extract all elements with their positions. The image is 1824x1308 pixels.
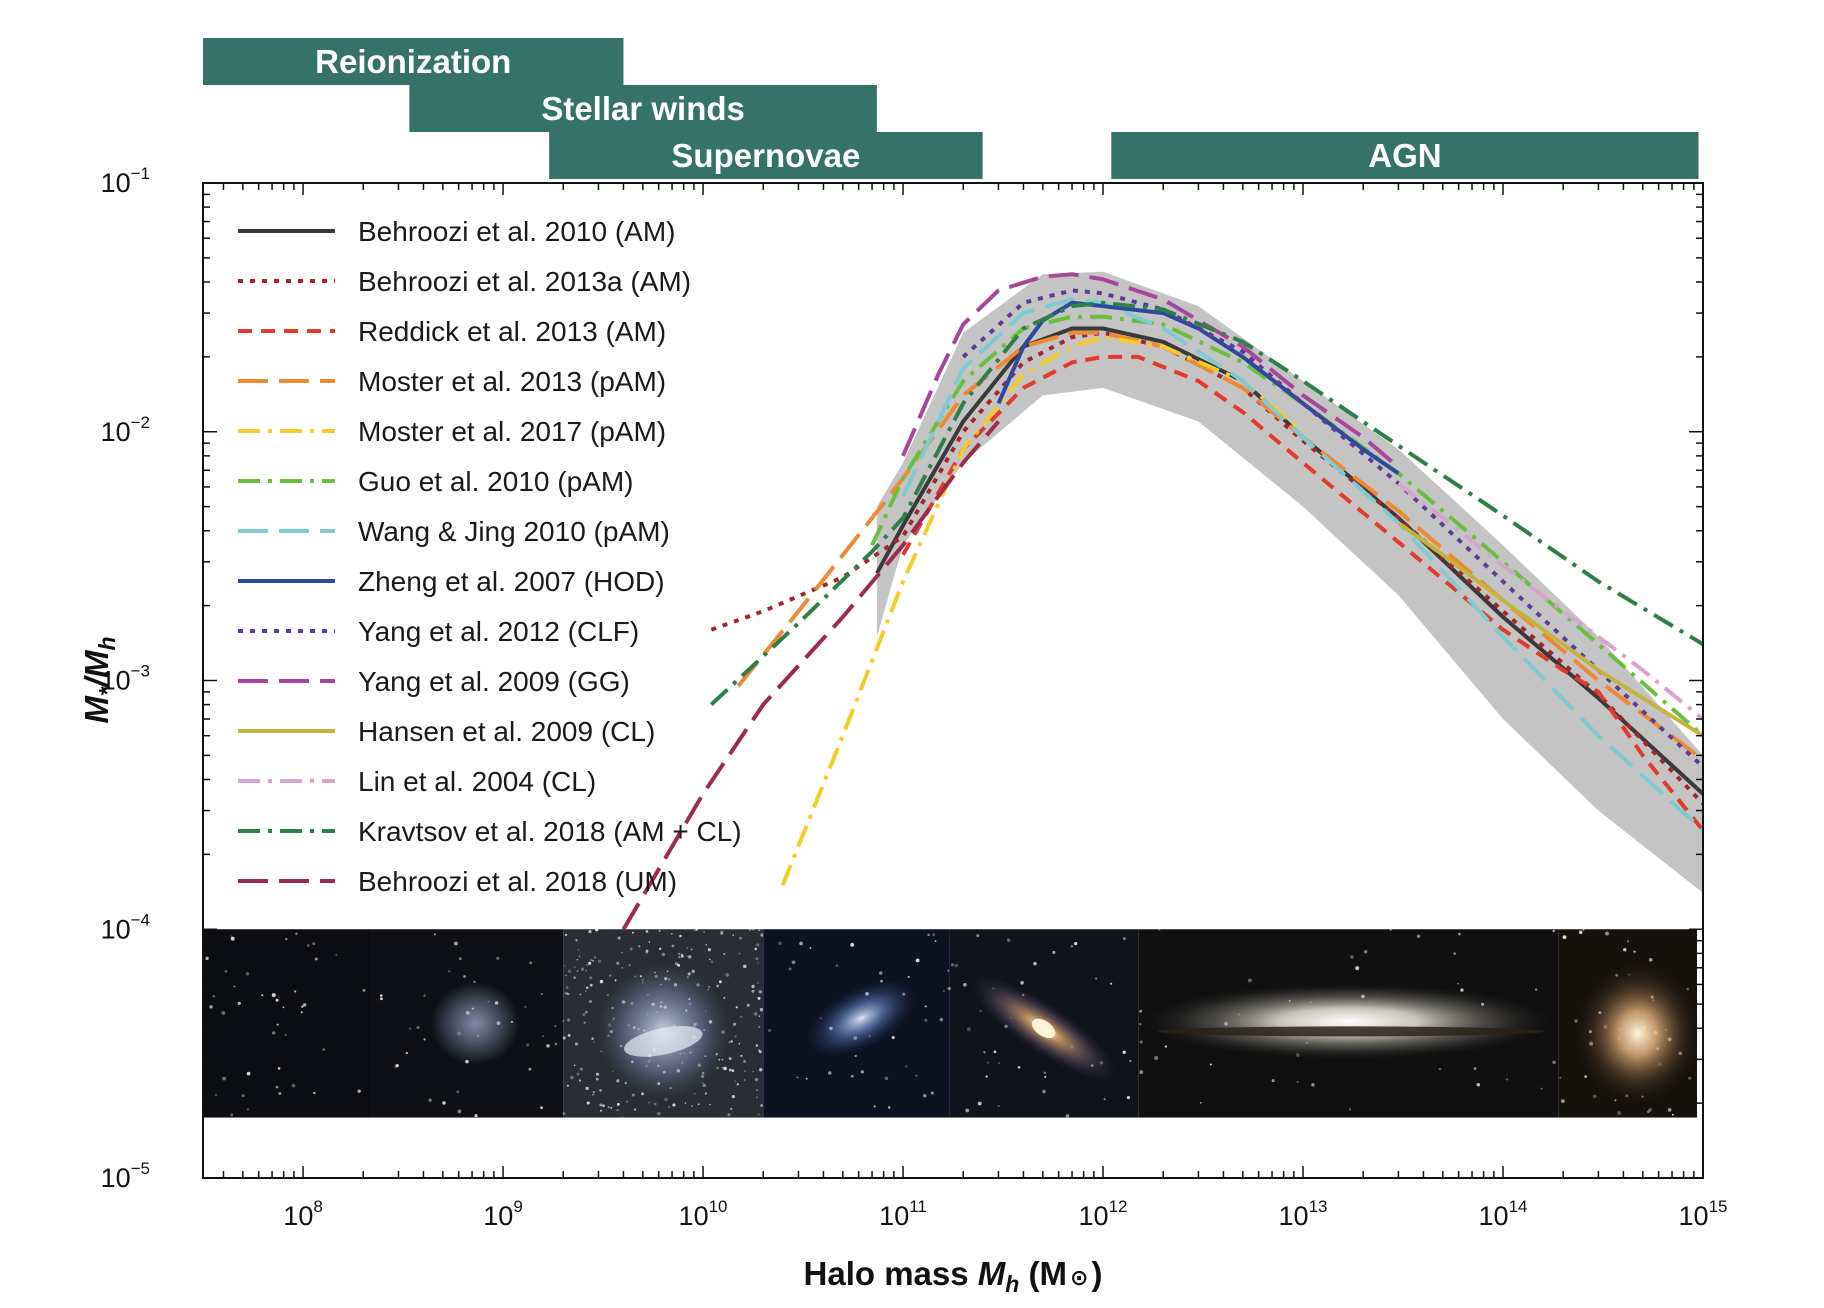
legend-label: Moster et al. 2013 (pAM) [358, 366, 666, 397]
galaxy-image-strip [203, 928, 1702, 1118]
x-tick-label: 1013 [1279, 1197, 1328, 1231]
legend-label: Behroozi et al. 2010 (AM) [358, 216, 676, 247]
series-line [901, 354, 1703, 832]
x-tick-label: 1015 [1679, 1197, 1728, 1231]
feedback-bands: Reionization Stellar winds Supernovae AGN [203, 38, 1699, 179]
legend-entry: Moster et al. 2017 (pAM) [238, 416, 666, 447]
legend-entry: Behroozi et al. 2018 (UM) [238, 866, 677, 897]
series-line [1397, 521, 1703, 738]
series-line [736, 330, 1703, 762]
x-tick-label: 1010 [679, 1197, 728, 1231]
y-tick-label: 10−2 [101, 413, 150, 447]
legend-label: Reddick et al. 2013 (AM) [358, 316, 666, 347]
series-line [709, 300, 1703, 707]
legend: Behroozi et al. 2010 (AM) Behroozi et al.… [238, 216, 742, 897]
legend-entry: Behroozi et al. 2010 (AM) [238, 216, 676, 247]
x-tick-label: 1012 [1079, 1197, 1128, 1231]
y-tick-label: 10−5 [101, 1159, 150, 1193]
feedback-band [203, 38, 624, 85]
legend-label: Yang et al. 2012 (CLF) [358, 616, 639, 647]
legend-entry: Wang & Jing 2010 (pAM) [238, 516, 670, 547]
legend-entry: Lin et al. 2004 (CL) [238, 766, 596, 797]
series-line [710, 330, 1703, 805]
x-axis-title: Halo mass Mh (M ⊙) [804, 1255, 1103, 1297]
feedback-band-label: Stellar winds [541, 90, 745, 127]
galaxy-image-magellanic-irregular [562, 928, 764, 1118]
legend-label: Guo et al. 2010 (pAM) [358, 466, 633, 497]
legend-entry: Yang et al. 2012 (CLF) [238, 616, 639, 647]
legend-entry: Kravtsov et al. 2018 (AM + CL) [238, 816, 742, 847]
series-line [875, 326, 1703, 796]
feedback-band [409, 85, 877, 132]
feedback-band [549, 132, 983, 179]
legend-entry: Yang et al. 2009 (GG) [238, 666, 630, 697]
series-lines [621, 272, 1703, 931]
feedback-band-label: AGN [1368, 137, 1441, 174]
y-tick-label: 10−4 [101, 910, 150, 944]
galaxy-image-small-spiral [763, 929, 951, 1118]
legend-entry: Moster et al. 2013 (pAM) [238, 366, 666, 397]
legend-entry: Hansen et al. 2009 (CL) [238, 716, 655, 747]
legend-label: Behroozi et al. 2018 (UM) [358, 866, 677, 897]
y-tick-label: 10−1 [101, 164, 150, 198]
series-line [870, 314, 1703, 738]
legend-label: Zheng et al. 2007 (HOD) [358, 566, 665, 597]
galaxy-image-sombrero-lenticular [1138, 928, 1559, 1118]
legend-entry: Zheng et al. 2007 (HOD) [238, 566, 665, 597]
legend-entry: Reddick et al. 2013 (AM) [238, 316, 666, 347]
series-line [1397, 481, 1703, 721]
legend-label: Lin et al. 2004 (CL) [358, 766, 596, 797]
series-line [621, 420, 1001, 931]
series-line [901, 272, 1400, 469]
x-tick-label: 1011 [879, 1197, 927, 1231]
feedback-band-label: Supernovae [671, 137, 860, 174]
series-line [996, 300, 1400, 476]
legend-entry: Behroozi et al. 2013a (AM) [238, 266, 691, 297]
axis-ticks: 108 109 1010 1011 1012 1013 1014 1015 10−1 10−2 10… [101, 164, 1728, 1231]
x-tick-label: 1014 [1479, 1197, 1528, 1231]
y-axis-title: M*/Mh [78, 636, 120, 723]
galaxy-image-faint-dwarf [203, 929, 372, 1118]
galaxy-image-dwarf-irregular-small [371, 929, 564, 1118]
feedback-band-label: Reionization [315, 43, 511, 80]
x-tick-label: 109 [483, 1197, 523, 1231]
legend-label: Yang et al. 2009 (GG) [358, 666, 630, 697]
galaxy-image-giant-elliptical [1558, 928, 1702, 1118]
legend-label: Behroozi et al. 2013a (AM) [358, 266, 691, 297]
series-line [780, 335, 1305, 887]
legend-entry: Guo et al. 2010 (pAM) [238, 466, 633, 497]
feedback-band [1111, 132, 1699, 179]
legend-label: Kravtsov et al. 2018 (AM + CL) [358, 816, 742, 847]
series-line [901, 297, 1703, 832]
galaxy-image-andromeda-spiral [947, 929, 1139, 1118]
y-tick-label: 10−3 [101, 662, 150, 696]
legend-label: Moster et al. 2017 (pAM) [358, 416, 666, 447]
legend-label: Wang & Jing 2010 (pAM) [358, 516, 670, 547]
x-tick-label: 108 [283, 1197, 323, 1231]
legend-label: Hansen et al. 2009 (CL) [358, 716, 655, 747]
series-line [961, 288, 1703, 769]
